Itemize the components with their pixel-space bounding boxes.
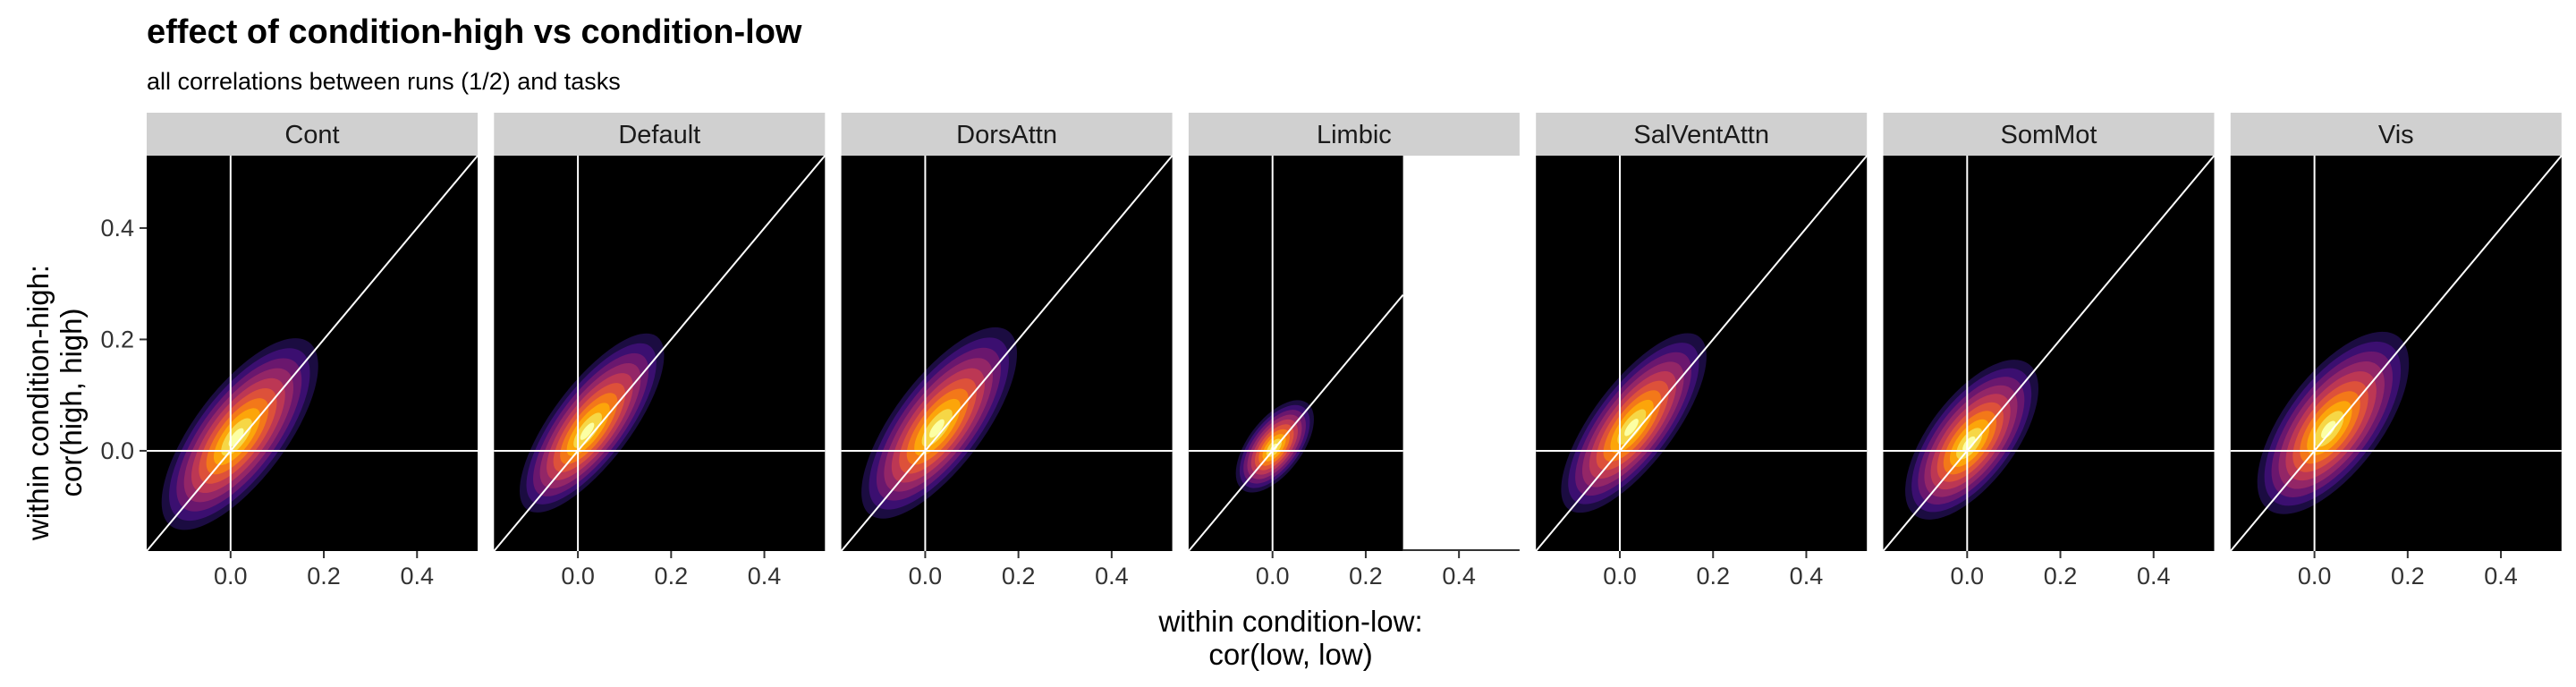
y-axis-title-2: cor(high, high): [55, 309, 88, 497]
x-tick-label: 0.0: [214, 563, 248, 589]
x-tick-label: 0.2: [1696, 563, 1730, 589]
identity-line: [493, 155, 826, 552]
x-tick-label: 0.2: [655, 563, 689, 589]
density-contour-10: [929, 419, 945, 438]
facet-strip: [1188, 113, 1520, 156]
identity-line: [840, 155, 1174, 552]
facet-salventattn: SalVentAttn 0.0 0.2 0.4: [1535, 113, 1868, 589]
chart-title: effect of condition-high vs condition-lo…: [147, 13, 802, 51]
y-tick-label: 0.0: [100, 437, 134, 464]
facet-vis: Vis 0.0 0.2 0.4: [2230, 113, 2563, 589]
x-tick-label: 0.4: [1790, 563, 1824, 589]
x-tick-label: 0.0: [561, 563, 595, 589]
density-contour-10: [2321, 420, 2336, 439]
facet-strip: [2230, 113, 2562, 156]
facet-strip-label: Vis: [2378, 121, 2414, 149]
facet-default: Default 0.0 0.2 0.4: [493, 113, 826, 589]
panel-background: [1188, 156, 1403, 551]
x-tick-label: 0.4: [1095, 563, 1129, 589]
facet-limbic: Limbic 0.0 0.2 0.4: [1188, 113, 1520, 589]
facet-sommot: SomMot 0.0 0.2 0.4: [1882, 113, 2216, 589]
x-tick-label: 0.2: [307, 563, 341, 589]
x-tick-label: 0.0: [2298, 563, 2332, 589]
identity-line: [146, 155, 479, 552]
y-tick-label: 0.2: [100, 326, 134, 352]
facet-strip: [147, 113, 478, 156]
identity-line: [1188, 293, 1404, 552]
x-tick-label: 0.0: [1951, 563, 1985, 589]
facet-strip-label: Limbic: [1317, 121, 1392, 149]
identity-line: [1882, 155, 2216, 552]
x-tick-label: 0.4: [400, 563, 434, 589]
y-tick-label: 0.4: [100, 215, 134, 242]
facet-dorsattn: DorsAttn 0.0 0.2 0.4: [840, 113, 1174, 589]
y-axis-title-line-2: cor(high, high): [55, 309, 88, 497]
x-tick-label: 0.4: [2137, 563, 2171, 589]
facet-strip-label: SomMot: [2001, 121, 2097, 149]
density-contour-10: [1962, 436, 1976, 453]
identity-line: [1535, 155, 1868, 552]
density-contour-10: [580, 422, 595, 440]
x-tick-label: 0.2: [2044, 563, 2078, 589]
y-axis-title-line-1: within condition-high:: [21, 265, 55, 541]
density-contour-10: [228, 428, 244, 447]
density-contour-10: [1624, 419, 1639, 437]
x-tick-label: 0.0: [909, 563, 943, 589]
facet-strip-label: SalVentAttn: [1633, 121, 1769, 149]
chart-subtitle: all correlations between runs (1/2) and …: [147, 68, 621, 95]
x-tick-label: 0.0: [1603, 563, 1637, 589]
x-tick-label: 0.2: [2391, 563, 2425, 589]
facet-strip: [494, 113, 826, 156]
identity-line: [2230, 155, 2563, 552]
facet-cont: Cont 0.0 0.2 0.4 0.0 0.2 0.4: [100, 113, 479, 589]
x-tick-label: 0.0: [1256, 563, 1290, 589]
facet-strip-label: Default: [618, 121, 700, 149]
x-tick-label: 0.2: [1349, 563, 1383, 589]
x-axis-title-line-1: within condition-low:: [1157, 605, 1422, 638]
x-tick-label: 0.4: [748, 563, 782, 589]
facet-strip: [841, 113, 1173, 156]
facet-strip: [1536, 113, 1868, 156]
facet-strip-label: Cont: [284, 121, 339, 149]
facet-strip: [1883, 113, 2215, 156]
x-axis-title-line-2: cor(low, low): [1208, 638, 1372, 671]
facet-strip-label: DorsAttn: [956, 121, 1057, 149]
x-tick-label: 0.4: [1442, 563, 1476, 589]
x-tick-label: 0.4: [2484, 563, 2518, 589]
y-axis-title: within condition-high:: [21, 265, 55, 541]
x-tick-label: 0.2: [1002, 563, 1036, 589]
